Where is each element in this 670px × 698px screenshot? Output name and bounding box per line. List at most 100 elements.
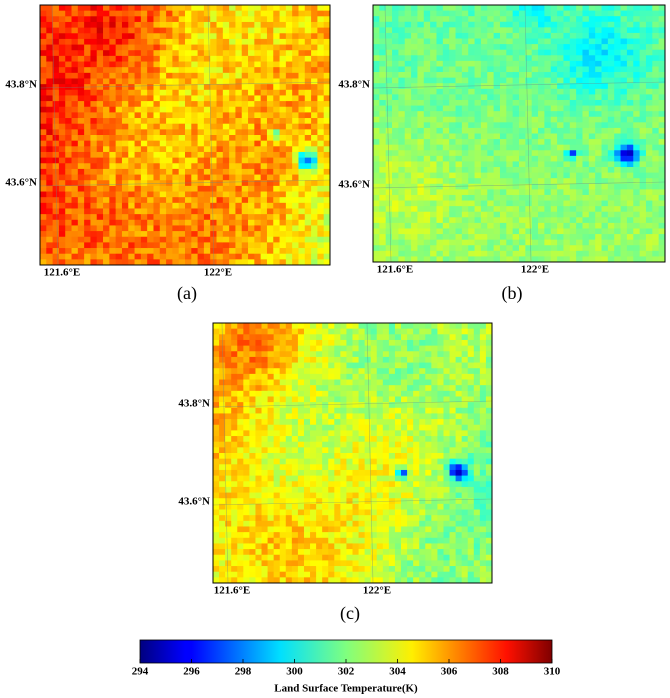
- raster-cell: [608, 240, 615, 246]
- raster-cell: [298, 180, 305, 186]
- raster-cell: [659, 167, 666, 173]
- raster-cell: [456, 33, 463, 39]
- raster-cell: [424, 27, 431, 33]
- raster-cell: [78, 146, 85, 152]
- raster-cell: [84, 78, 91, 84]
- raster-cell: [213, 572, 219, 578]
- raster-cell: [424, 16, 431, 22]
- raster-cell: [557, 55, 564, 61]
- raster-cell: [487, 234, 494, 240]
- raster-cell: [72, 62, 79, 68]
- raster-cell: [122, 56, 129, 62]
- raster-cell: [185, 146, 192, 152]
- raster-cell: [217, 16, 224, 22]
- raster-cell: [436, 78, 443, 84]
- raster-cell: [153, 214, 160, 220]
- raster-cell: [430, 139, 437, 145]
- raster-cell: [487, 206, 494, 212]
- raster-cell: [274, 493, 280, 499]
- raster-cell: [544, 44, 551, 50]
- raster-cell: [487, 100, 494, 106]
- raster-cell: [640, 234, 647, 240]
- raster-cell: [576, 167, 583, 173]
- raster-cell: [411, 189, 418, 195]
- raster-cell: [640, 27, 647, 33]
- raster-cell: [65, 73, 72, 79]
- raster-cell: [223, 67, 230, 73]
- raster-cell: [280, 493, 286, 499]
- raster-cell: [633, 117, 640, 123]
- raster-cell: [449, 94, 456, 100]
- raster-cell: [128, 152, 135, 158]
- raster-cell: [551, 27, 558, 33]
- raster-cell: [456, 212, 463, 218]
- raster-cell: [386, 106, 393, 112]
- raster-cell: [84, 214, 91, 220]
- raster-cell: [84, 259, 91, 265]
- raster-cell: [243, 323, 249, 329]
- raster-cell: [424, 22, 431, 28]
- raster-cell: [500, 78, 507, 84]
- raster-cell: [249, 357, 255, 363]
- raster-cell: [602, 94, 609, 100]
- raster-cell: [97, 135, 104, 141]
- raster-cell: [141, 208, 148, 214]
- raster-cell: [519, 223, 526, 229]
- raster-cell: [392, 89, 399, 95]
- raster-cell: [185, 28, 192, 34]
- raster-cell: [627, 184, 634, 190]
- raster-cell: [103, 163, 110, 169]
- raster-cell: [147, 169, 154, 175]
- raster-cell: [103, 73, 110, 79]
- raster-cell: [411, 173, 418, 179]
- raster-cell: [231, 419, 237, 425]
- raster-cell: [557, 178, 564, 184]
- raster-cell: [324, 192, 331, 198]
- raster-cell: [405, 66, 412, 72]
- raster-cell: [538, 61, 545, 67]
- raster-cell: [475, 228, 482, 234]
- raster-cell: [172, 192, 179, 198]
- raster-cell: [576, 156, 583, 162]
- raster-cell: [204, 248, 211, 254]
- raster-cell: [500, 240, 507, 246]
- raster-cell: [595, 234, 602, 240]
- raster-cell: [128, 169, 135, 175]
- raster-cell: [235, 175, 242, 181]
- raster-cell: [267, 22, 274, 28]
- raster-cell: [249, 481, 255, 487]
- raster-cell: [280, 16, 287, 22]
- raster-cell: [582, 83, 589, 89]
- raster-cell: [78, 22, 85, 28]
- raster-cell: [386, 223, 393, 229]
- raster-cell: [576, 55, 583, 61]
- raster-cell: [563, 150, 570, 156]
- raster-cell: [254, 163, 261, 169]
- raster-cell: [273, 73, 280, 79]
- raster-cell: [84, 95, 91, 101]
- raster-cell: [386, 156, 393, 162]
- raster-cell: [298, 152, 305, 158]
- raster-cell: [225, 334, 231, 340]
- raster-cell: [392, 39, 399, 45]
- raster-cell: [386, 139, 393, 145]
- raster-cell: [462, 195, 469, 201]
- raster-cell: [292, 50, 299, 56]
- raster-cell: [551, 94, 558, 100]
- raster-cell: [286, 50, 293, 56]
- raster-cell: [608, 111, 615, 117]
- raster-cell: [519, 78, 526, 84]
- raster-cell: [481, 39, 488, 45]
- raster-cell: [292, 16, 299, 22]
- raster-cell: [231, 374, 237, 380]
- raster-cell: [506, 161, 513, 167]
- raster-cell: [268, 493, 274, 499]
- raster-cell: [602, 44, 609, 50]
- raster-cell: [273, 242, 280, 248]
- raster-cell: [532, 5, 539, 11]
- raster-cell: [147, 33, 154, 39]
- raster-cell: [97, 197, 104, 203]
- raster-cell: [386, 150, 393, 156]
- raster-cell: [116, 56, 123, 62]
- raster-cell: [513, 100, 520, 106]
